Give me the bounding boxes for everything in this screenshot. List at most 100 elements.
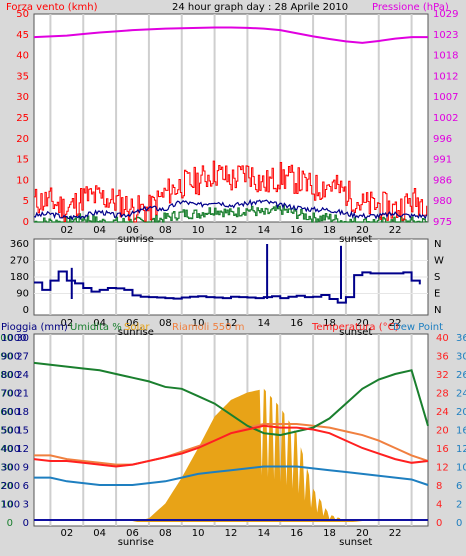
rain-y-tick: 9	[23, 463, 29, 474]
solar-y-tick: 200	[1, 481, 20, 492]
temperature-y-tick: 20	[436, 426, 449, 437]
x-tick-label: 10	[192, 318, 205, 329]
sunset-label: sunset	[339, 234, 372, 245]
temperature-marks	[33, 361, 429, 522]
rain-y-tick: 0	[23, 518, 29, 529]
x-tick-label: 22	[389, 528, 402, 539]
x-tick-label: 06	[126, 318, 139, 329]
x-tick-label: 10	[192, 225, 205, 236]
humidity-legend: Umidita %	[70, 322, 122, 333]
wind-y-tick: 20	[16, 134, 29, 145]
direction-marks	[34, 244, 421, 304]
x-tick-label: 14	[257, 318, 270, 329]
direction-y-tick: 90	[16, 289, 29, 300]
wind-y-tick: 45	[16, 30, 29, 41]
x-tick-label: 08	[159, 528, 172, 539]
compass-label: W	[434, 256, 444, 267]
x-tick-label: 12	[225, 528, 238, 539]
humidity-y-tick: 40	[0, 444, 13, 455]
pressure-y-tick: 1002	[433, 113, 458, 124]
rain-y-tick: 21	[16, 389, 29, 400]
wind-average-series	[33, 198, 428, 221]
solar-y-tick: 100	[1, 500, 20, 511]
pressure-y-tick: 986	[433, 175, 452, 186]
riamoli-legend: Riamoli 550 m	[172, 322, 244, 333]
x-tick-label: 12	[225, 318, 238, 329]
rain-y-tick: 18	[16, 407, 29, 418]
compass-label: S	[434, 272, 440, 283]
dewpoint-y-tick: 26	[456, 370, 466, 381]
x-tick-label: 22	[389, 318, 402, 329]
pressure-y-tick: 980	[433, 196, 452, 207]
x-tick-label: 08	[159, 318, 172, 329]
sunrise-label: sunrise	[118, 234, 154, 245]
x-tick-label: 10	[192, 528, 205, 539]
humidity-y-tick: 50	[0, 426, 13, 437]
dewpoint-axis-title: Dew Point	[393, 322, 443, 333]
humidity-y-tick: 70	[0, 389, 13, 400]
temperature-y-tick: 12	[436, 463, 449, 474]
wind-y-tick: 50	[16, 9, 29, 20]
dewpoint-y-tick: 20	[456, 407, 466, 418]
wind-gust-series	[34, 160, 428, 223]
direction-y-tick: 270	[10, 256, 29, 267]
x-tick-label: 22	[389, 225, 402, 236]
graph-title: 24 hour graph day : 28 Aprile 2010	[172, 2, 348, 13]
dewpoint-y-tick: 36	[456, 333, 466, 344]
humidity-series	[33, 361, 429, 437]
humidity-y-tick: 60	[0, 407, 13, 418]
pressure-y-tick: 1018	[433, 51, 458, 62]
rain-y-tick: 24	[16, 370, 29, 381]
x-tick-label: 06	[126, 225, 139, 236]
wind-y-tick: 30	[16, 92, 29, 103]
temperature-y-tick: 24	[436, 407, 449, 418]
rain-y-tick: 3	[23, 500, 29, 511]
compass-label: N	[434, 239, 441, 250]
temperature-y-tick: 40	[436, 333, 449, 344]
sunset-label: sunset	[339, 327, 372, 338]
direction-y-tick: 180	[10, 272, 29, 283]
x-tick-label: 18	[323, 225, 336, 236]
rain-y-tick: 27	[16, 352, 29, 363]
sunrise-label: sunrise	[118, 537, 154, 548]
wind-y-tick: 25	[16, 113, 29, 124]
x-tick-label: 14	[257, 225, 270, 236]
temperature-y-tick: 36	[436, 352, 449, 363]
humidity-y-tick: 20	[0, 481, 13, 492]
axis-labels: 0510152025303540455097598098699199610021…	[0, 9, 466, 548]
compass-label: N	[434, 305, 441, 316]
direction-series	[34, 270, 421, 304]
x-tick-label: 20	[356, 528, 369, 539]
x-tick-label: 20	[356, 225, 369, 236]
solar-y-tick: 700	[1, 389, 20, 400]
pressure-y-tick: 1023	[433, 30, 458, 41]
rain-y-tick: 15	[16, 426, 29, 437]
x-tick-label: 04	[93, 528, 106, 539]
rain-axis-title: Pioggia (mm)	[1, 322, 68, 333]
temperature-y-tick: 28	[436, 389, 449, 400]
wind-y-tick: 40	[16, 51, 29, 62]
rain-y-tick: 30	[16, 333, 29, 344]
dewpoint-y-tick: 24	[456, 389, 466, 400]
solar-y-tick: 600	[1, 407, 20, 418]
temperature-y-tick: 4	[436, 500, 442, 511]
x-tick-label: 02	[60, 318, 73, 329]
direction-y-tick: 360	[10, 239, 29, 250]
humidity-y-tick: 10	[0, 500, 13, 511]
pressure-y-tick: 996	[433, 134, 452, 145]
sunrise-label: sunrise	[118, 327, 154, 338]
dewpoint-y-tick: 10	[456, 463, 466, 474]
x-tick-label: 20	[356, 318, 369, 329]
solar-y-tick: 400	[1, 444, 20, 455]
x-tick-label: 18	[323, 528, 336, 539]
temperature-y-tick: 8	[436, 481, 442, 492]
humidity-y-tick: 90	[0, 352, 13, 363]
x-tick-label: 14	[257, 528, 270, 539]
x-tick-label: 16	[290, 318, 303, 329]
x-tick-label: 06	[126, 528, 139, 539]
direction-grid	[34, 239, 428, 315]
solar-y-tick: 300	[1, 463, 20, 474]
pressure-series	[33, 26, 428, 44]
x-tick-label: 02	[60, 528, 73, 539]
